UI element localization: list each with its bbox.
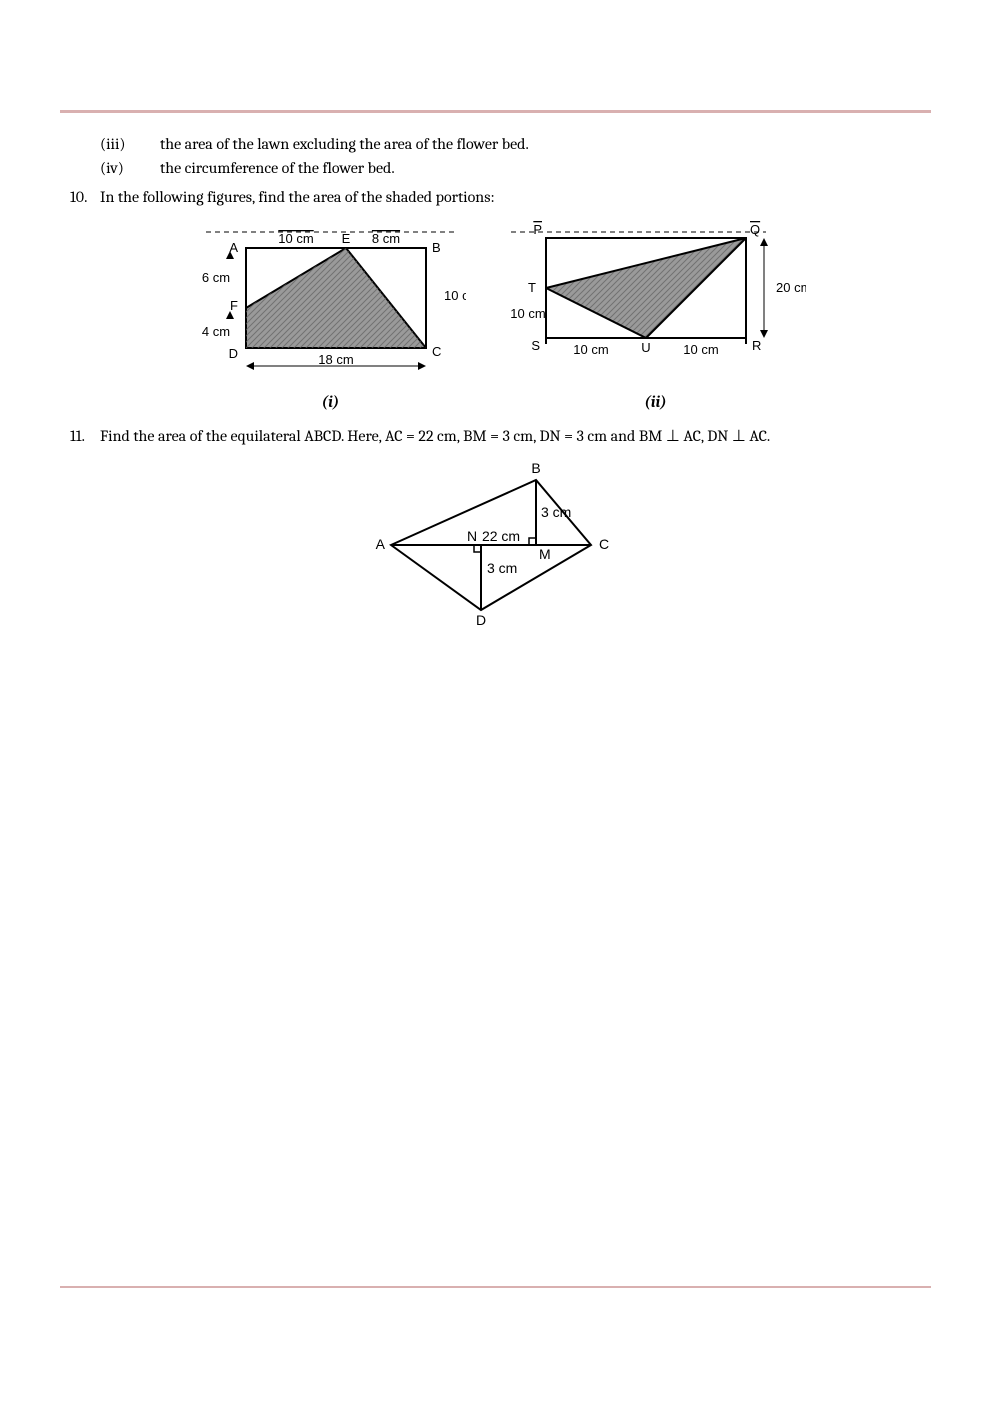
sub-text: the area of the lawn excluding the area … <box>160 133 529 155</box>
perp-symbol2: ⊥ <box>732 427 746 445</box>
sub-item-iv: (iv) the circumference of the flower bed… <box>100 157 931 179</box>
label-M3: M <box>539 546 551 562</box>
fig-i-caption: (i) <box>196 391 466 413</box>
len-BC: 10 cm <box>444 288 466 303</box>
sub-item-iii: (iii) the area of the lawn excluding the… <box>100 133 931 155</box>
len-BM: 3 cm <box>541 504 571 520</box>
label-R: R <box>752 338 761 353</box>
fig-ii-caption: (ii) <box>506 391 806 413</box>
len-DN: 3 cm <box>487 560 517 576</box>
len-UR: 10 cm <box>683 342 718 357</box>
label-B3: B <box>531 460 540 476</box>
question-list: (iii) the area of the lawn excluding the… <box>60 133 931 630</box>
len-AC: 22 cm <box>481 528 519 544</box>
label-C: C <box>432 344 441 359</box>
len-FD: 4 cm <box>201 324 229 339</box>
q11-text: Find the area of the equilateral ABCD. H… <box>100 425 770 447</box>
q11-part1: Find the area of the equilateral ABCD. H… <box>100 427 666 445</box>
figure-q11: A B C D M N 22 cm 3 cm 3 cm <box>70 455 931 630</box>
label-N3: N <box>467 528 477 544</box>
q10-num: 10. <box>70 186 100 208</box>
len-EB: 8 cm <box>371 231 399 246</box>
len-DC: 18 cm <box>318 352 353 367</box>
label-A3: A <box>375 536 385 552</box>
right-angle-n <box>474 545 481 552</box>
len-QR: 20 cm <box>776 280 806 295</box>
label-S: S <box>531 338 540 353</box>
sub-num: (iii) <box>100 133 160 155</box>
shaded-hatch <box>246 248 426 348</box>
len-SU: 10 cm <box>573 342 608 357</box>
page: (iii) the area of the lawn excluding the… <box>0 0 991 1403</box>
shaded-hatch2 <box>546 238 746 338</box>
right-angle-m <box>529 538 536 545</box>
label-Q: Q <box>750 222 760 237</box>
label-B: B <box>432 240 441 255</box>
sub-num: (iv) <box>100 157 160 179</box>
label-E: E <box>341 231 350 246</box>
label-C3: C <box>599 536 609 552</box>
q11-num: 11. <box>70 425 100 447</box>
figure-ii-svg: P Q R S T U 20 cm 10 cm 10 cm 10 cm <box>506 218 806 378</box>
q11-part3: AC. <box>746 427 770 445</box>
figure-i-svg: A B C D E F 10 cm 8 cm 10 cm 18 cm <box>196 218 466 378</box>
figure-i: A B C D E F 10 cm 8 cm 10 cm 18 cm <box>196 218 466 413</box>
label-D: D <box>228 346 237 361</box>
label-T: T <box>528 280 536 295</box>
label-P: P <box>533 222 542 237</box>
perp-symbol: ⊥ <box>666 427 680 445</box>
len-ST: 10 cm <box>510 306 545 321</box>
figures-row-q10: A B C D E F 10 cm 8 cm 10 cm 18 cm <box>70 218 931 413</box>
figure-ii: P Q R S T U 20 cm 10 cm 10 cm 10 cm <box>506 218 806 413</box>
len-AF: 6 cm <box>201 270 229 285</box>
label-U: U <box>641 340 650 355</box>
q11-part2: AC, DN <box>680 427 732 445</box>
top-rule <box>60 110 931 113</box>
question-10: 10. In the following figures, find the a… <box>70 186 931 208</box>
question-11: 11. Find the area of the equilateral ABC… <box>70 425 931 447</box>
len-AE: 10 cm <box>278 231 313 246</box>
sub-text: the circumference of the flower bed. <box>160 157 395 179</box>
bottom-rule <box>60 1286 931 1288</box>
label-D3: D <box>475 612 485 628</box>
figure-q11-svg: A B C D M N 22 cm 3 cm 3 cm <box>361 455 641 630</box>
q10-text: In the following figures, find the area … <box>100 186 495 208</box>
label-F: F <box>230 298 238 313</box>
